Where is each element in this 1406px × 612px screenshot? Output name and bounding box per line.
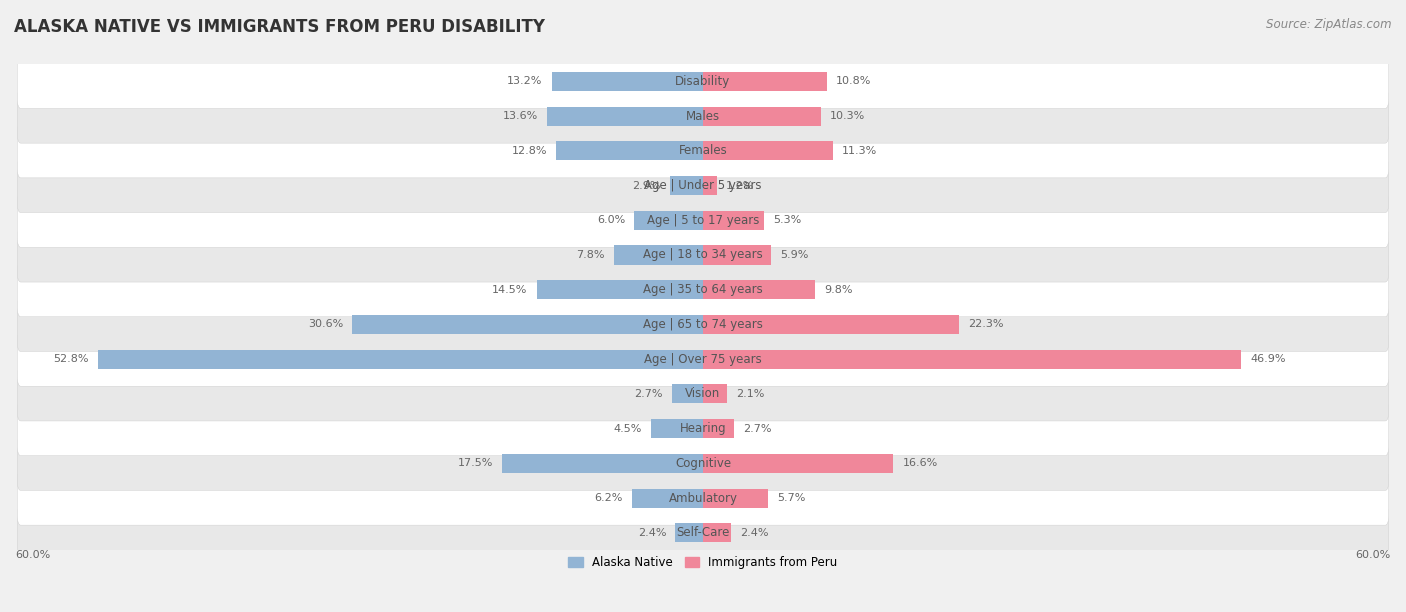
Text: 60.0%: 60.0%: [15, 550, 51, 560]
Text: Cognitive: Cognitive: [675, 457, 731, 470]
Bar: [675, 523, 703, 542]
Text: 7.8%: 7.8%: [576, 250, 605, 260]
Text: Source: ZipAtlas.com: Source: ZipAtlas.com: [1267, 18, 1392, 31]
Text: 22.3%: 22.3%: [967, 319, 1004, 329]
Bar: [352, 315, 703, 334]
FancyBboxPatch shape: [17, 471, 1389, 525]
FancyBboxPatch shape: [17, 193, 1389, 247]
Text: 9.8%: 9.8%: [824, 285, 853, 295]
Text: 16.6%: 16.6%: [903, 458, 938, 468]
Text: Age | Under 5 years: Age | Under 5 years: [644, 179, 762, 192]
Bar: [703, 72, 827, 91]
Text: 10.3%: 10.3%: [831, 111, 866, 121]
Text: 2.7%: 2.7%: [744, 424, 772, 433]
Bar: [551, 72, 703, 91]
Text: Age | 5 to 17 years: Age | 5 to 17 years: [647, 214, 759, 226]
Text: 4.5%: 4.5%: [614, 424, 643, 433]
Bar: [651, 419, 703, 438]
Bar: [703, 245, 770, 264]
Text: Age | 18 to 34 years: Age | 18 to 34 years: [643, 248, 763, 261]
Text: 10.8%: 10.8%: [837, 76, 872, 86]
Text: Males: Males: [686, 110, 720, 122]
Text: Vision: Vision: [685, 387, 721, 400]
Text: 14.5%: 14.5%: [492, 285, 527, 295]
FancyBboxPatch shape: [17, 228, 1389, 282]
Text: 2.4%: 2.4%: [638, 528, 666, 538]
Text: Ambulatory: Ambulatory: [668, 491, 738, 504]
Text: 5.3%: 5.3%: [773, 215, 801, 225]
FancyBboxPatch shape: [17, 332, 1389, 386]
Bar: [703, 419, 734, 438]
Bar: [613, 245, 703, 264]
Bar: [703, 141, 832, 160]
Text: Age | 65 to 74 years: Age | 65 to 74 years: [643, 318, 763, 331]
Text: 11.3%: 11.3%: [842, 146, 877, 156]
Text: 12.8%: 12.8%: [512, 146, 547, 156]
Text: Self-Care: Self-Care: [676, 526, 730, 539]
Bar: [703, 523, 731, 542]
Bar: [634, 211, 703, 230]
Text: 2.7%: 2.7%: [634, 389, 662, 399]
Bar: [703, 211, 763, 230]
Bar: [703, 106, 821, 125]
FancyBboxPatch shape: [17, 263, 1389, 317]
Bar: [703, 488, 768, 507]
FancyBboxPatch shape: [17, 367, 1389, 421]
Text: 52.8%: 52.8%: [53, 354, 89, 364]
Text: 13.2%: 13.2%: [508, 76, 543, 86]
FancyBboxPatch shape: [17, 401, 1389, 456]
Bar: [97, 349, 703, 368]
Text: 13.6%: 13.6%: [502, 111, 538, 121]
Text: 30.6%: 30.6%: [308, 319, 343, 329]
Bar: [502, 453, 703, 473]
Bar: [703, 315, 959, 334]
Text: ALASKA NATIVE VS IMMIGRANTS FROM PERU DISABILITY: ALASKA NATIVE VS IMMIGRANTS FROM PERU DI…: [14, 18, 546, 36]
Bar: [703, 176, 717, 195]
Bar: [537, 280, 703, 299]
Bar: [672, 384, 703, 403]
Text: 17.5%: 17.5%: [458, 458, 494, 468]
Bar: [547, 106, 703, 125]
Text: 60.0%: 60.0%: [1355, 550, 1391, 560]
Bar: [703, 453, 893, 473]
Bar: [557, 141, 703, 160]
Bar: [631, 488, 703, 507]
Bar: [669, 176, 703, 195]
Text: 6.2%: 6.2%: [595, 493, 623, 503]
Text: Females: Females: [679, 144, 727, 157]
Text: Disability: Disability: [675, 75, 731, 88]
Text: Age | Over 75 years: Age | Over 75 years: [644, 353, 762, 365]
Bar: [703, 349, 1240, 368]
FancyBboxPatch shape: [17, 54, 1389, 108]
FancyBboxPatch shape: [17, 124, 1389, 178]
FancyBboxPatch shape: [17, 506, 1389, 560]
Text: 5.9%: 5.9%: [780, 250, 808, 260]
Text: 1.2%: 1.2%: [725, 181, 754, 190]
Bar: [703, 280, 815, 299]
Text: 2.1%: 2.1%: [737, 389, 765, 399]
Text: Hearing: Hearing: [679, 422, 727, 435]
Legend: Alaska Native, Immigrants from Peru: Alaska Native, Immigrants from Peru: [564, 551, 842, 573]
Text: 6.0%: 6.0%: [596, 215, 626, 225]
FancyBboxPatch shape: [17, 89, 1389, 143]
Text: Age | 35 to 64 years: Age | 35 to 64 years: [643, 283, 763, 296]
Text: 5.7%: 5.7%: [778, 493, 806, 503]
Text: 2.4%: 2.4%: [740, 528, 768, 538]
FancyBboxPatch shape: [17, 297, 1389, 351]
FancyBboxPatch shape: [17, 159, 1389, 212]
FancyBboxPatch shape: [17, 436, 1389, 490]
Bar: [703, 384, 727, 403]
Text: 46.9%: 46.9%: [1250, 354, 1285, 364]
Text: 2.9%: 2.9%: [633, 181, 661, 190]
